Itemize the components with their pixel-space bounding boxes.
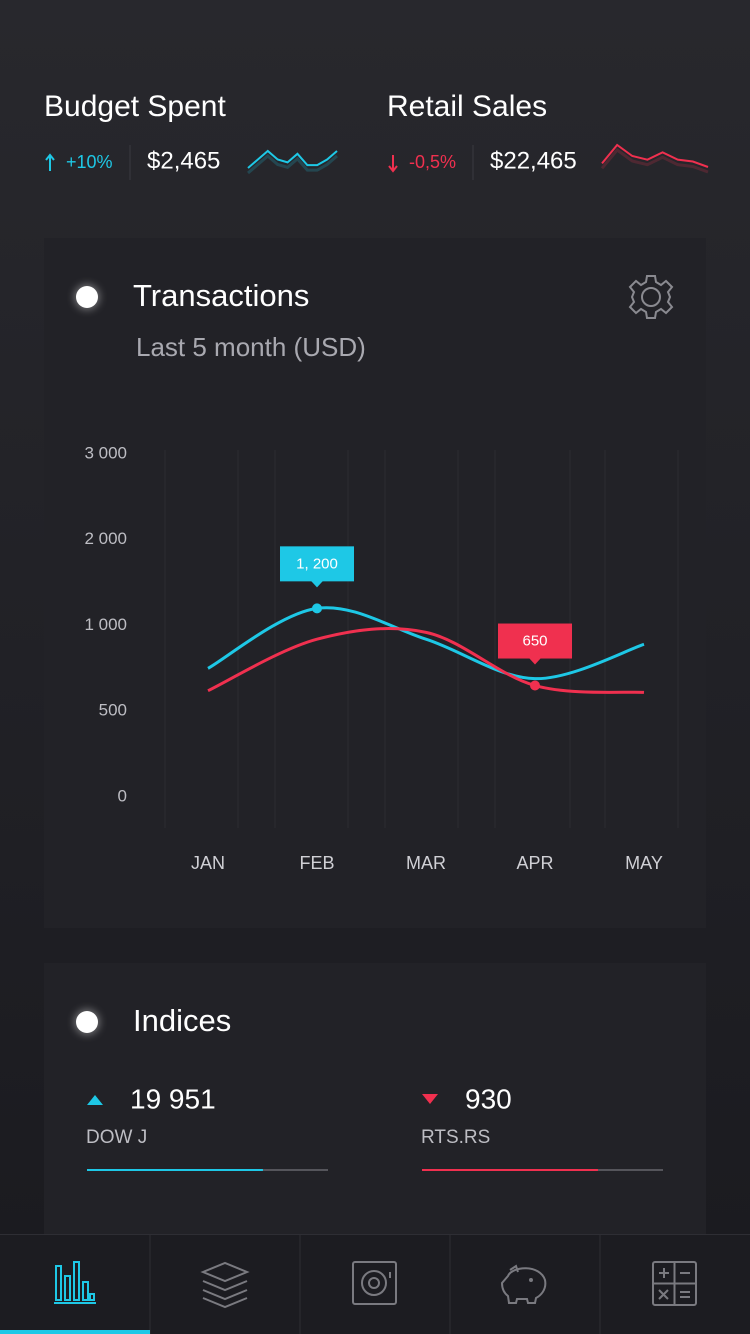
tooltip-pointer	[311, 580, 323, 588]
trend-triangle	[422, 1094, 438, 1104]
card-subtitle: Last 5 month (USD)	[136, 332, 366, 362]
tooltip-label: 1, 200	[296, 555, 338, 572]
x-tick-label: FEB	[299, 853, 334, 873]
series-line	[207, 627, 645, 694]
data-point	[312, 603, 322, 614]
progress-fill	[422, 1169, 598, 1171]
y-tick-label: 2 000	[84, 529, 127, 548]
trend-arrow	[45, 153, 55, 171]
tooltip-box	[498, 623, 572, 659]
tooltip-pointer	[529, 658, 541, 665]
indices-title: Indices	[133, 1003, 231, 1038]
index-name: RTS.RS	[421, 1127, 490, 1148]
tab-layers[interactable]	[200, 1261, 250, 1309]
stat-title: Budget Spent	[44, 90, 226, 123]
tab-dividers	[149, 1235, 601, 1334]
stat-value: $2,465	[147, 147, 220, 174]
active-tab-indicator	[0, 1330, 150, 1334]
title-dot	[76, 1011, 98, 1033]
indices-card	[44, 963, 706, 1253]
x-tick-label: MAR	[406, 853, 446, 873]
stat-title: Retail Sales	[387, 90, 547, 123]
data-point	[530, 680, 540, 691]
tab-charts[interactable]	[54, 1261, 96, 1304]
decor-grid	[164, 450, 679, 828]
y-tick-label: 1 000	[84, 615, 127, 634]
trend-arrow	[388, 155, 398, 173]
y-tick-label: 500	[99, 701, 127, 720]
stat-change: -0,5%	[409, 152, 456, 172]
stat-change: +10%	[66, 152, 113, 172]
tooltip-box	[280, 546, 354, 582]
title-dot	[76, 286, 98, 308]
y-tick-label: 3 000	[84, 443, 127, 462]
trend-triangle	[87, 1095, 103, 1105]
y-tick-label: 0	[118, 786, 127, 805]
index-value: 19 951	[130, 1083, 216, 1114]
settings-icon[interactable]	[628, 275, 674, 319]
x-tick-label: MAY	[625, 853, 663, 873]
index-name: DOW J	[86, 1127, 147, 1148]
progress-fill	[87, 1169, 263, 1171]
sparkline	[247, 149, 338, 169]
tab-calculator[interactable]	[652, 1261, 697, 1306]
stat-value: $22,465	[490, 147, 577, 174]
tab-savings[interactable]	[500, 1264, 547, 1304]
sparkline-shadow	[600, 147, 709, 174]
x-tick-label: JAN	[191, 853, 225, 873]
tab-bar	[0, 1234, 750, 1334]
x-tick-label: APR	[516, 853, 553, 873]
tab-safe[interactable]	[352, 1261, 397, 1305]
transactions-card	[44, 238, 706, 928]
card-title: Transactions	[133, 278, 309, 313]
sparkline-shadow	[247, 154, 338, 175]
index-value: 930	[465, 1083, 512, 1114]
series-line	[207, 606, 645, 681]
sparkline	[601, 143, 709, 168]
tooltip-label: 650	[522, 632, 547, 649]
